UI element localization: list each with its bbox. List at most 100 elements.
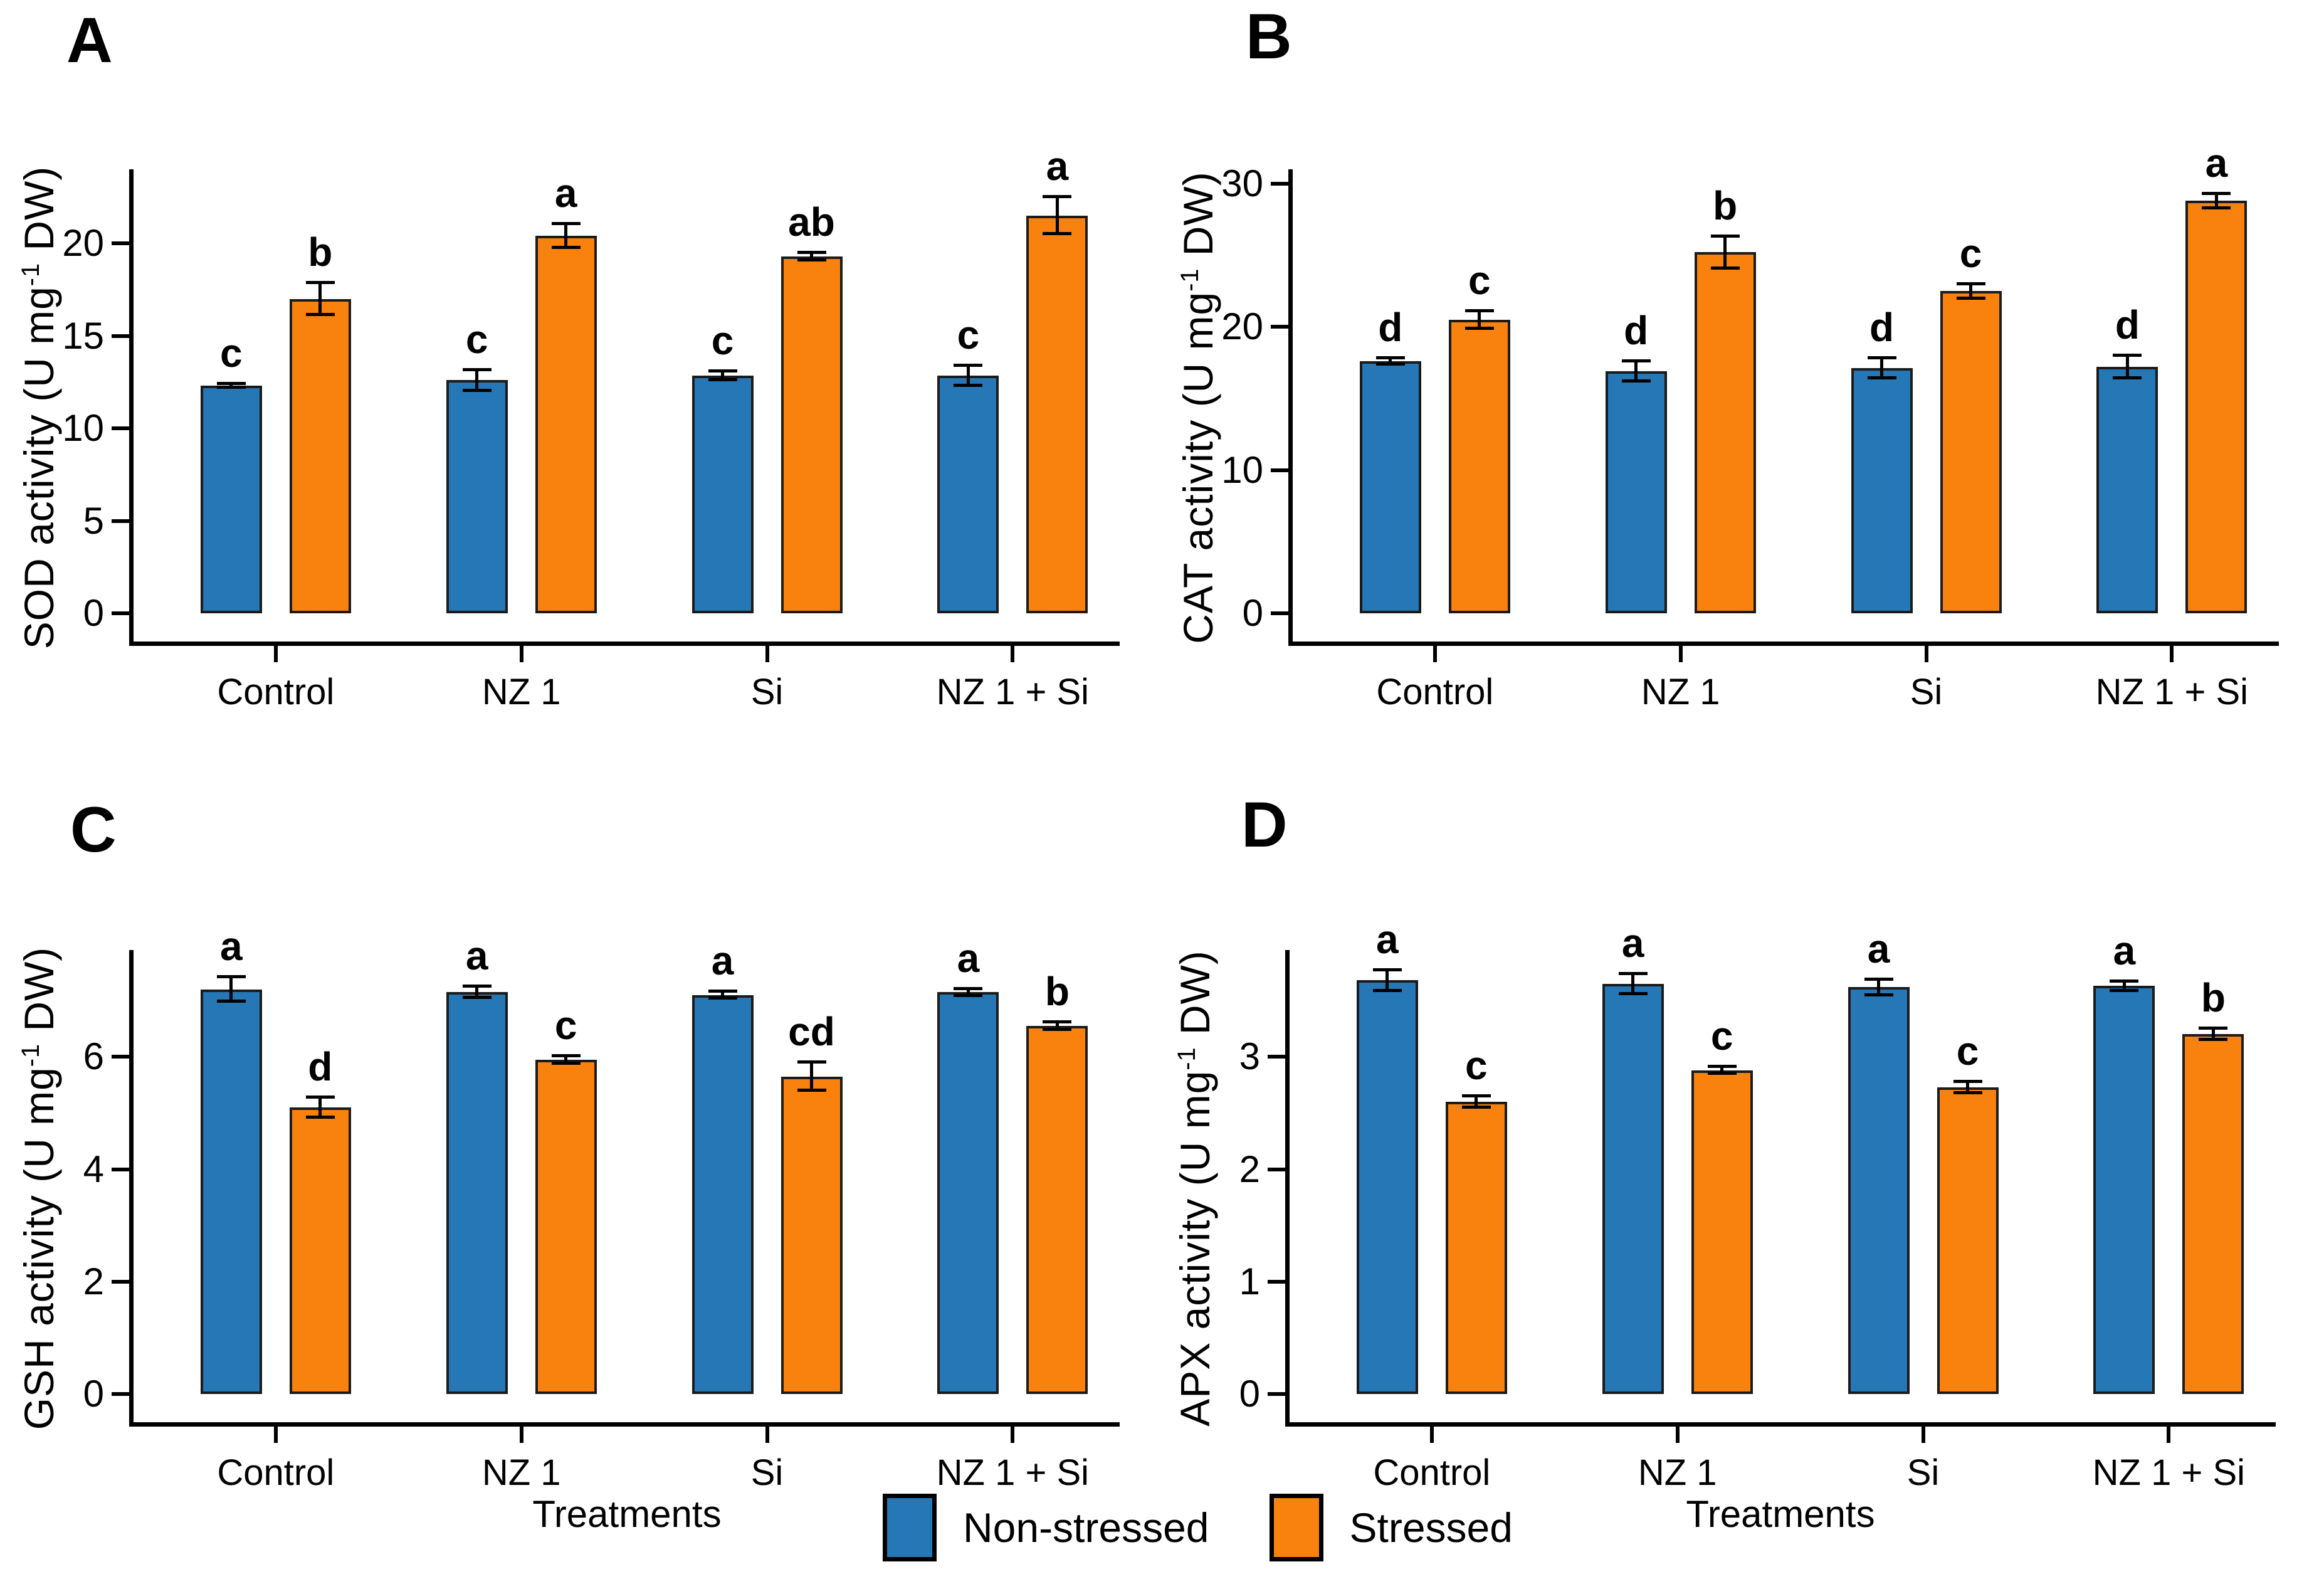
error-bar [1720,1067,1724,1074]
significance-letter: b [2200,975,2226,1021]
error-bar-cap [1043,232,1072,236]
significance-letter: a [711,938,734,984]
y-tick-label: 0 [1242,592,1263,634]
significance-letter: d [2115,302,2140,347]
error-bar-cap [708,369,737,372]
category-label: Control [217,1452,335,1493]
bar-non-stressed [1356,980,1418,1394]
x-tick [519,646,523,662]
error-bar-cap [216,382,246,386]
significance-letter: a [1376,917,1399,963]
error-bar-cap [1621,379,1651,383]
error-bar-cap [954,384,983,388]
significance-letter: c [1468,258,1491,304]
category-label: Si [750,1452,784,1493]
error-bar-cap [2113,353,2142,357]
category-label: NZ 1 + Si [2092,1452,2246,1493]
x-axis-spine [1285,1422,2276,1427]
error-bar-cap [1710,235,1740,238]
significance-letter: c [957,312,980,357]
y-tick-label: 0 [83,592,104,634]
y-tick-label: 30 [1221,162,1263,204]
y-tick-label: 10 [62,407,104,449]
error-bar-cap [2202,191,2231,195]
error-bar-cap [1375,356,1405,360]
y-tick [112,426,129,430]
x-tick [2170,646,2174,662]
significance-letter: c [1465,1043,1488,1089]
unit-superscript: -1 [17,263,45,287]
error-bar [318,283,322,315]
error-bar [810,252,814,260]
error-bar [966,365,970,386]
x-tick [1678,646,1683,662]
significance-letter: d [1624,308,1649,354]
significance-letter: a [2113,928,2136,974]
x-tick [273,1427,278,1443]
error-bar [2122,981,2126,991]
bar-non-stressed [937,375,999,613]
bar-stressed [1691,1070,1753,1394]
bar-stressed [1445,1101,1507,1394]
error-bar [1478,311,1481,329]
significance-letter: b [1044,968,1070,1014]
category-label: NZ 1 [1638,1452,1717,1493]
category-label: Si [750,672,784,712]
x-tick [2167,1427,2171,1443]
category-label: NZ 1 [481,672,561,712]
error-bar-cap [1372,988,1402,992]
significance-letter: cd [788,1009,835,1055]
x-tick [1433,646,1437,662]
bar-stressed [2185,201,2248,613]
bar-non-stressed [200,386,262,613]
x-axis-label: Treatments [532,1493,722,1535]
error-bar-cap [1621,359,1651,363]
y-tick [1271,181,1288,186]
significance-letter: b [1713,183,1738,229]
y-axis-label: CAT activity (U mg-1 DW) [1175,171,1221,644]
x-axis-spine [129,642,1120,646]
y-tick [1268,1167,1285,1171]
bar-stressed [781,1076,843,1394]
x-tick [765,1427,769,1443]
bar-stressed [1026,1026,1088,1394]
y-tick-label: 15 [62,314,104,357]
significance-letter: d [1378,305,1403,351]
bar-non-stressed [1848,987,1910,1394]
panel-a-sod: A SOD activity (U mg-1 DW) 0 5 10 15 20 Contr… [0,0,1163,774]
bar-non-stressed [446,992,508,1394]
stressed-swatch-icon [1269,1494,1323,1561]
legend-item-non-stressed: Non-stressed [883,1494,1209,1561]
x-tick [519,1427,523,1443]
bar-stressed [535,1059,597,1394]
significance-letter: c [1710,1013,1733,1059]
y-tick-label: 2 [1239,1148,1260,1190]
significance-letter: b [308,230,333,275]
panel-letter-b: B [1246,1,1292,72]
error-bar-cap [954,986,983,990]
bar-stressed [535,236,597,613]
error-bar-cap [1864,993,1893,996]
error-bar [966,988,970,996]
error-bar [1966,1081,1970,1093]
significance-letter: a [220,924,243,969]
x-tick [1011,1427,1015,1443]
x-tick [273,646,278,662]
x-tick [1924,646,1928,662]
error-bar [475,370,479,391]
error-bar-cap [1618,971,1648,975]
bar-non-stressed [937,992,999,1394]
y-tick-label: 0 [83,1373,104,1415]
legend-label: Non-stressed [963,1504,1209,1551]
error-bar-cap [2110,988,2139,992]
y-tick [1271,325,1288,329]
panel-c-gsh: C GSH activity (U mg-1 DW) 0 2 4 6 Control a d… [0,781,1163,1555]
x-tick [1011,646,1015,662]
x-tick [1675,1427,1680,1443]
error-bar [1475,1096,1478,1107]
bar-stressed [289,1107,351,1394]
error-bar-cap [708,990,737,993]
unit-superscript: -1 [1176,268,1204,292]
bar-non-stressed [446,380,508,613]
